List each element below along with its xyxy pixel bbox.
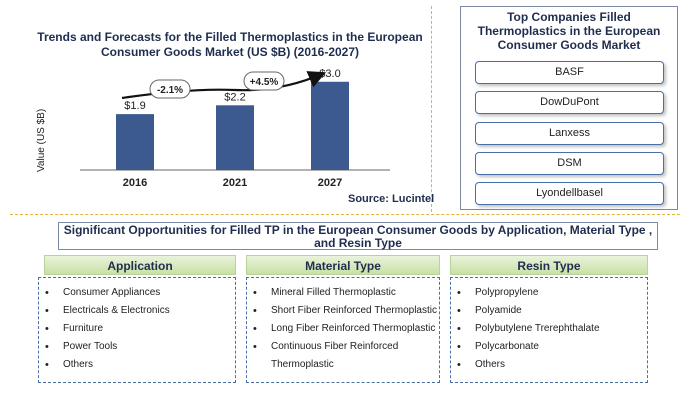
list-item: Others [451,356,647,374]
company-item: BASF [475,61,664,84]
bar-value-label: $3.0 [319,68,340,80]
list-item: Polycarbonate [451,338,647,356]
column-header-material-type: Material Type [246,255,440,275]
application-list-box: Consumer Appliances Electricals & Electr… [38,277,236,383]
bar-2016 [116,114,154,170]
bar-chart: $1.9 2016 $2.2 2021 $3.0 2027 -2.1% +4.5% [80,68,390,189]
bar-2021 [216,105,254,170]
bar-2027 [311,81,349,170]
company-item: Lyondellbasel [475,182,664,205]
chart-source: Source: Lucintel [348,193,435,205]
company-item: Lanxess [475,122,664,145]
list-item: Long Fiber Reinforced Thermoplastic [247,320,439,338]
companies-title: Top Companies Filled Thermoplastics in t… [477,10,661,52]
list-item: Furniture [39,320,235,338]
horizontal-divider [10,214,680,215]
list-item: Electricals & Electronics [39,302,235,320]
material-type-list-box: Mineral Filled Thermoplastic Short Fiber… [246,277,440,383]
svg-text:+4.5%: +4.5% [250,77,279,88]
growth-label: +4.5% [243,71,285,91]
y-axis-label: Value (US $B) [36,108,47,172]
company-item: DSM [475,152,664,175]
chart-title: Trends and Forecasts for the Filled Ther… [37,30,423,59]
company-item: DowDuPont [475,91,664,114]
list-item: Others [39,356,235,374]
x-tick-label: 2021 [223,177,247,189]
list-item: Consumer Appliances [39,284,235,302]
vertical-divider [431,6,432,212]
list-item: Polybutylene Trerephthalate [451,320,647,338]
column-header-application: Application [44,255,236,275]
companies-panel [460,6,678,210]
column-header-resin-type: Resin Type [450,255,648,275]
list-item: Mineral Filled Thermoplastic [247,284,439,302]
svg-text:-2.1%: -2.1% [157,85,183,96]
list-item: Polypropylene [451,284,647,302]
list-item: Continuous Fiber Reinforced [247,338,439,356]
list-item: Power Tools [39,338,235,356]
bar-value-label: $2.2 [224,91,245,103]
bar-value-label: $1.9 [124,100,145,112]
x-tick-label: 2016 [123,177,147,189]
resin-type-list-box: Polypropylene Polyamide Polybutylene Tre… [450,277,648,383]
list-item-continuation: Thermoplastic [271,359,334,370]
x-tick-label: 2027 [318,177,342,189]
list-item: Polyamide [451,302,647,320]
opportunities-title: Significant Opportunities for Filled TP … [58,222,658,250]
growth-label: -2.1% [149,79,191,99]
list-item: Short Fiber Reinforced Thermoplastic [247,302,439,320]
